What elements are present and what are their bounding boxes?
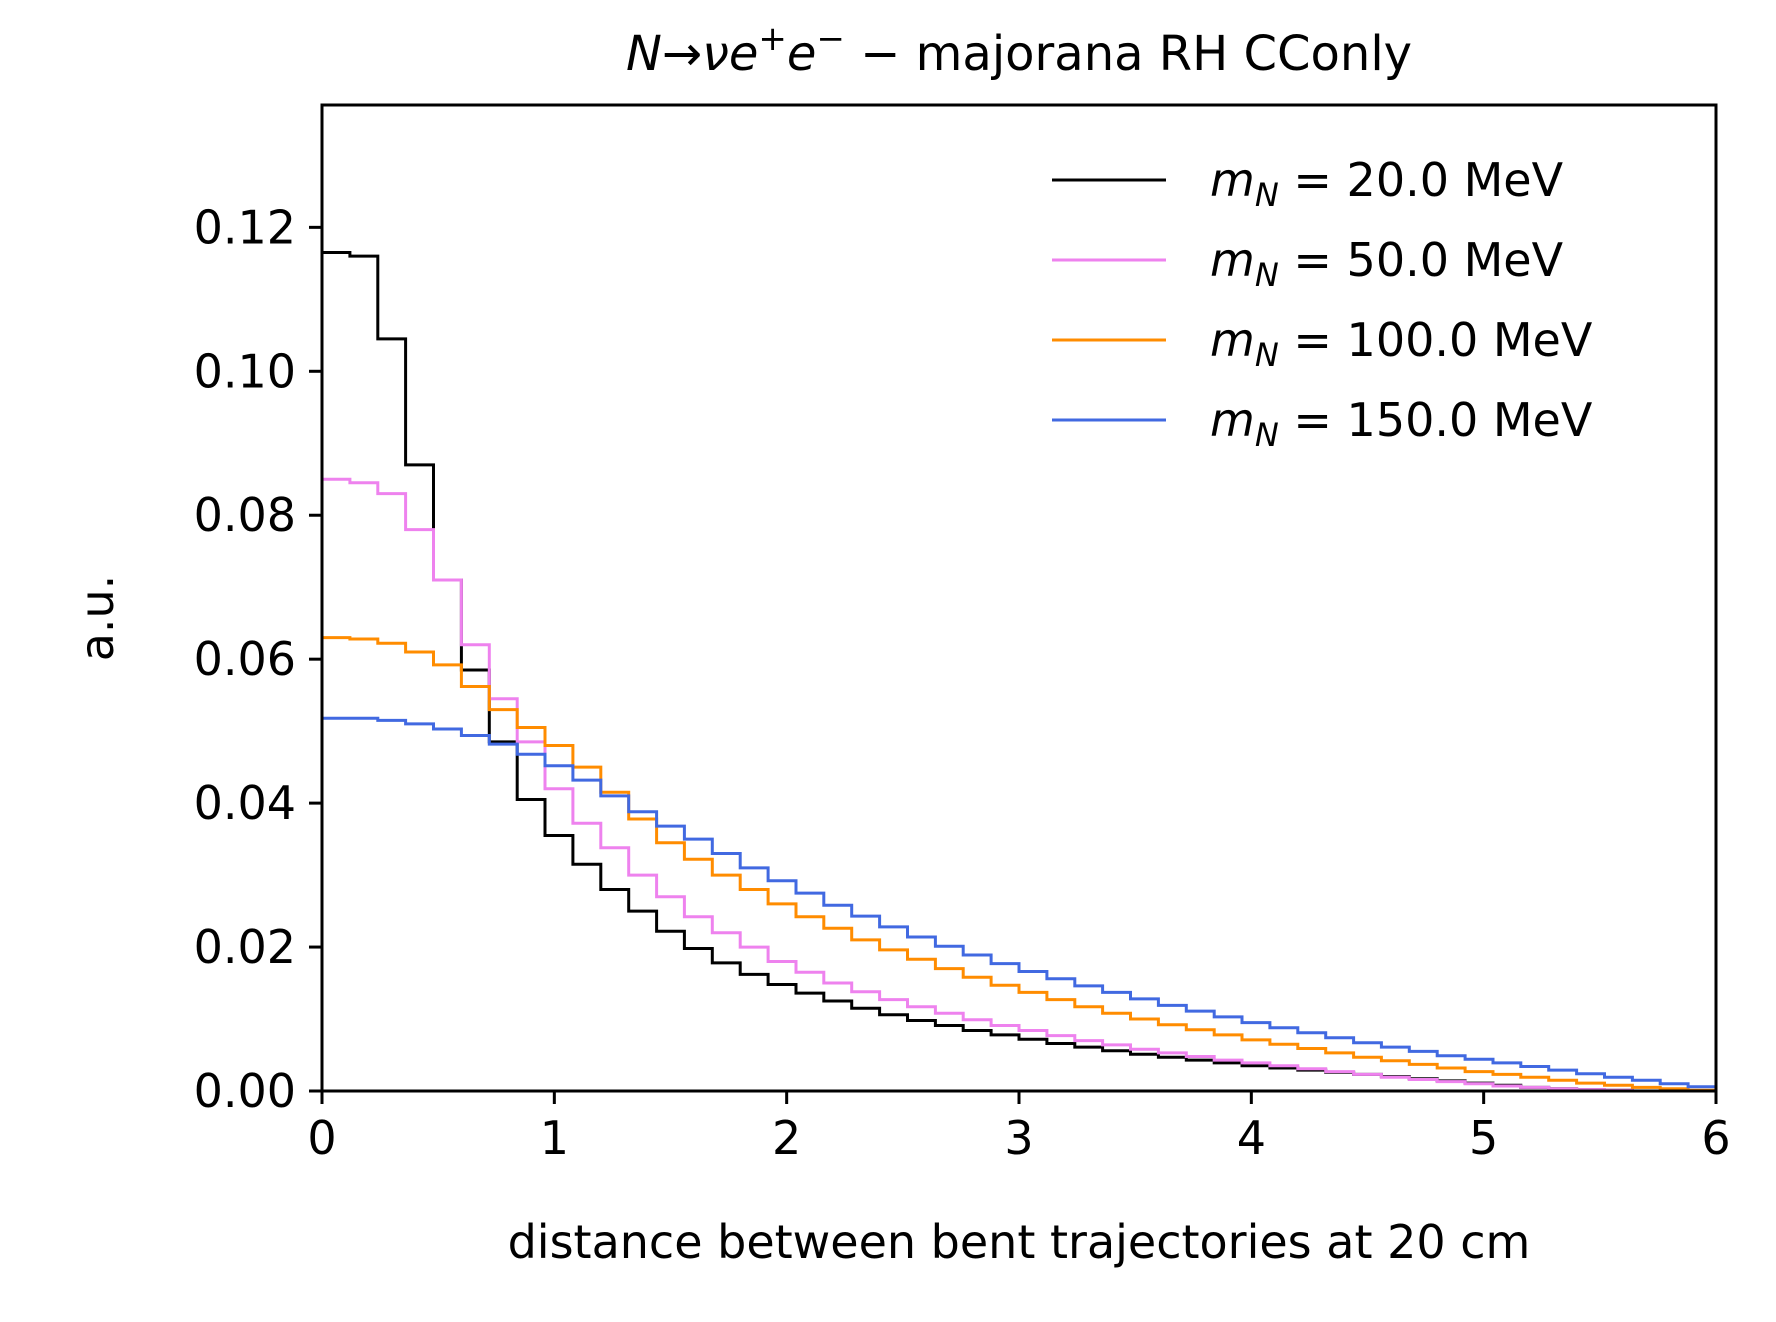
x-tick-label: 5 [1469, 1111, 1498, 1165]
series-line-3 [322, 716, 1716, 1089]
plot-frame [320, 103, 1718, 1093]
legend-label-2: mN = 100.0 MeV [1210, 313, 1593, 374]
legend: mN = 20.0 MeV mN = 50.0 MeV mN = 100.0 MeV… [1052, 153, 1593, 454]
chart-title: N→νe+e− − majorana RH CConly [626, 19, 1412, 82]
y-tick-label: 0.10 [194, 344, 296, 398]
title-sup2: − [816, 19, 845, 59]
legend-label-0: mN = 20.0 MeV [1210, 153, 1564, 214]
y-tick-label: 0.08 [194, 488, 296, 542]
x-tick-label: 4 [1237, 1111, 1266, 1165]
y-axis-label: a.u. [70, 575, 124, 662]
x-axis-label: distance between bent trajectories at 20… [508, 1215, 1531, 1269]
axes-ticks: 0 1 2 3 4 5 6 0.00 0.02 0.04 0.06 0.08 0.10 0.12 [194, 200, 1731, 1165]
x-tick-label: 3 [1004, 1111, 1033, 1165]
x-tick-label: 2 [772, 1111, 801, 1165]
y-tick-label: 0.12 [194, 200, 296, 254]
x-tick-label: 0 [307, 1111, 336, 1165]
title-sup1: + [758, 19, 787, 59]
y-tick-label: 0.02 [194, 920, 296, 974]
series-line-2 [322, 636, 1716, 1091]
series-line-1 [322, 477, 1716, 1091]
title-lead: N→νe [626, 26, 758, 82]
legend-label-1: mN = 50.0 MeV [1210, 233, 1564, 294]
title-tail: − majorana RH CConly [845, 26, 1412, 82]
x-tick-label: 1 [540, 1111, 569, 1165]
y-tick-label: 0.04 [194, 776, 296, 830]
y-tick-label: 0.00 [194, 1064, 296, 1118]
title-mid: e [787, 26, 817, 82]
series-layer [322, 251, 1716, 1091]
legend-label-3: mN = 150.0 MeV [1210, 393, 1593, 454]
y-tick-label: 0.06 [194, 632, 296, 686]
x-tick-label: 6 [1701, 1111, 1730, 1165]
